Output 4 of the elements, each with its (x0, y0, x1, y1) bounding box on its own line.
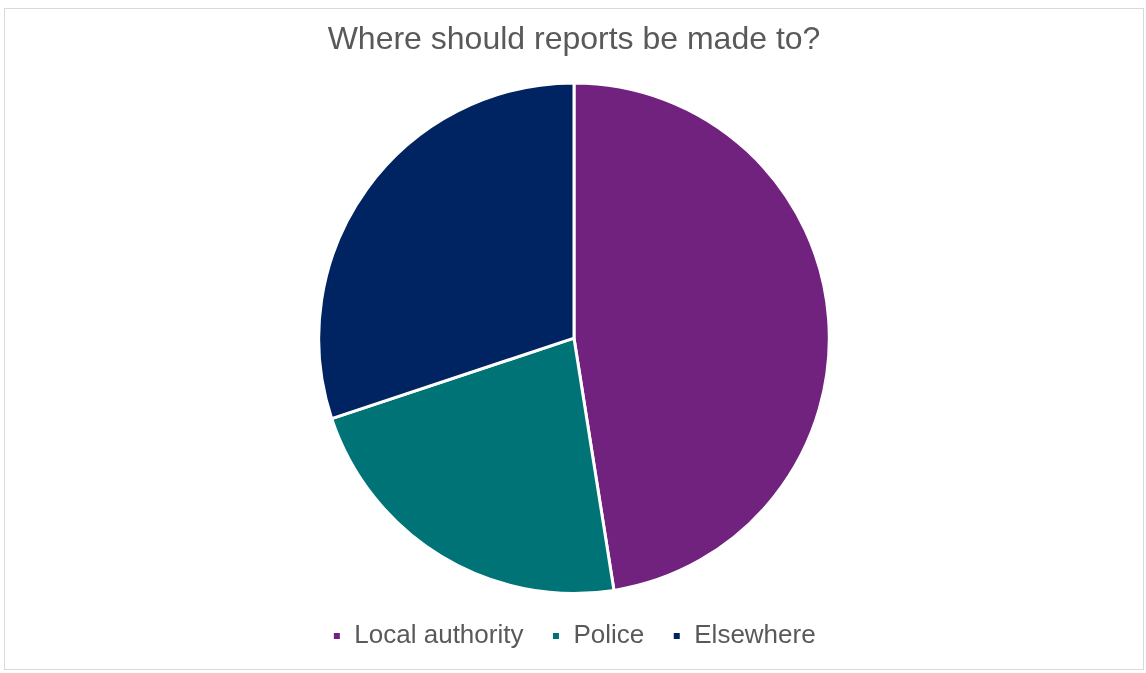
legend-label: Elsewhere (694, 619, 816, 650)
chart-title: Where should reports be made to? (327, 20, 821, 57)
legend-label: Local authority (354, 619, 524, 650)
legend-label: Police (573, 619, 645, 650)
